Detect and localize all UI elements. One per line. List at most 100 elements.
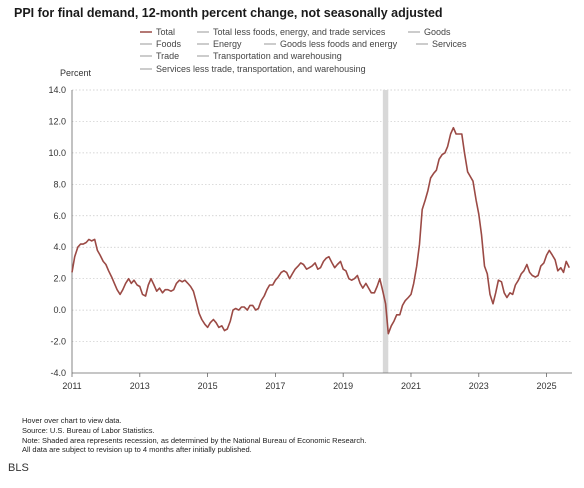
data-point[interactable] bbox=[157, 286, 162, 291]
data-point[interactable] bbox=[199, 317, 204, 322]
data-point[interactable] bbox=[411, 281, 416, 286]
legend[interactable]: Total Total less foods, energy, and trade… bbox=[140, 27, 467, 74]
series-line-total[interactable] bbox=[71, 126, 571, 335]
data-point[interactable] bbox=[377, 276, 382, 281]
data-point[interactable] bbox=[118, 292, 123, 297]
data-point[interactable] bbox=[148, 276, 153, 281]
data-point[interactable] bbox=[544, 253, 549, 258]
data-point[interactable] bbox=[445, 144, 450, 149]
data-point[interactable] bbox=[250, 303, 255, 308]
data-point[interactable] bbox=[434, 168, 439, 173]
data-point[interactable] bbox=[437, 157, 442, 162]
data-point[interactable] bbox=[487, 292, 492, 297]
data-point[interactable] bbox=[504, 295, 509, 300]
data-point[interactable] bbox=[171, 287, 176, 292]
data-point[interactable] bbox=[343, 268, 348, 273]
data-point[interactable] bbox=[502, 290, 507, 295]
data-point[interactable] bbox=[448, 132, 453, 137]
data-point[interactable] bbox=[284, 270, 289, 275]
data-point[interactable] bbox=[152, 282, 157, 287]
data-point[interactable] bbox=[188, 284, 193, 289]
data-point[interactable] bbox=[541, 260, 546, 265]
data-point[interactable] bbox=[451, 125, 456, 130]
data-point[interactable] bbox=[516, 278, 521, 283]
data-point[interactable] bbox=[550, 253, 555, 258]
data-point[interactable] bbox=[262, 293, 267, 298]
data-point[interactable] bbox=[521, 268, 526, 273]
data-point[interactable] bbox=[326, 254, 331, 259]
legend-item[interactable]: Transportation and warehousing bbox=[197, 51, 342, 61]
data-point[interactable] bbox=[301, 262, 306, 267]
data-point[interactable] bbox=[468, 174, 473, 179]
data-point[interactable] bbox=[259, 298, 264, 303]
data-point[interactable] bbox=[397, 312, 402, 317]
data-point[interactable] bbox=[564, 259, 569, 264]
data-point[interactable] bbox=[95, 248, 100, 253]
data-point[interactable] bbox=[561, 270, 566, 275]
legend-item[interactable]: Services less trade, transportation, and… bbox=[140, 64, 366, 74]
data-point[interactable] bbox=[400, 303, 405, 308]
data-point[interactable] bbox=[553, 257, 558, 262]
data-point[interactable] bbox=[123, 281, 128, 286]
data-point[interactable] bbox=[219, 323, 224, 328]
data-point[interactable] bbox=[358, 281, 363, 286]
data-point[interactable] bbox=[146, 282, 151, 287]
data-point[interactable] bbox=[318, 265, 323, 270]
data-point[interactable] bbox=[375, 284, 380, 289]
data-point[interactable] bbox=[558, 265, 563, 270]
data-point[interactable] bbox=[462, 150, 467, 155]
data-point[interactable] bbox=[510, 292, 515, 297]
data-point[interactable] bbox=[106, 268, 111, 273]
data-point[interactable] bbox=[493, 290, 498, 295]
data-point[interactable] bbox=[471, 179, 476, 184]
data-point[interactable] bbox=[547, 248, 552, 253]
data-point[interactable] bbox=[72, 254, 77, 259]
data-point[interactable] bbox=[143, 293, 148, 298]
data-point[interactable] bbox=[120, 287, 125, 292]
data-point[interactable] bbox=[103, 262, 108, 267]
data-point[interactable] bbox=[330, 260, 335, 265]
legend-item[interactable]: Trade bbox=[140, 51, 179, 61]
legend-item[interactable]: Foods bbox=[140, 39, 182, 49]
data-point[interactable] bbox=[214, 320, 219, 325]
data-point[interactable] bbox=[92, 237, 97, 242]
data-point[interactable] bbox=[459, 132, 464, 137]
data-point[interactable] bbox=[536, 273, 541, 278]
data-point[interactable] bbox=[194, 300, 199, 305]
data-point[interactable] bbox=[112, 281, 117, 286]
data-point[interactable] bbox=[197, 311, 202, 316]
data-point[interactable] bbox=[290, 271, 295, 276]
data-point[interactable] bbox=[363, 281, 368, 286]
data-point[interactable] bbox=[264, 287, 269, 292]
data-point[interactable] bbox=[408, 292, 413, 297]
data-point[interactable] bbox=[428, 176, 433, 181]
legend-item[interactable]: Total less foods, energy, and trade serv… bbox=[197, 27, 386, 37]
data-point[interactable] bbox=[479, 232, 484, 237]
data-point[interactable] bbox=[482, 264, 487, 269]
data-point[interactable] bbox=[287, 276, 292, 281]
data-point[interactable] bbox=[386, 331, 391, 336]
data-point[interactable] bbox=[355, 273, 360, 278]
legend-item[interactable]: Goods bbox=[408, 27, 451, 37]
data-point[interactable] bbox=[360, 286, 365, 291]
series-layer[interactable] bbox=[70, 125, 572, 336]
data-point[interactable] bbox=[225, 326, 230, 331]
data-point[interactable] bbox=[513, 282, 518, 287]
data-point[interactable] bbox=[524, 262, 529, 267]
data-point[interactable] bbox=[414, 264, 419, 269]
data-point[interactable] bbox=[423, 198, 428, 203]
data-point[interactable] bbox=[109, 275, 114, 280]
data-point[interactable] bbox=[491, 301, 496, 306]
data-point[interactable] bbox=[465, 169, 470, 174]
data-point[interactable] bbox=[425, 188, 430, 193]
data-point[interactable] bbox=[383, 301, 388, 306]
data-point[interactable] bbox=[98, 253, 103, 258]
data-point[interactable] bbox=[420, 207, 425, 212]
data-point[interactable] bbox=[191, 289, 196, 294]
data-point[interactable] bbox=[476, 212, 481, 217]
legend-item[interactable]: Goods less foods and energy bbox=[264, 39, 398, 49]
data-point[interactable] bbox=[245, 308, 250, 313]
data-point[interactable] bbox=[276, 275, 281, 280]
data-point[interactable] bbox=[338, 259, 343, 264]
